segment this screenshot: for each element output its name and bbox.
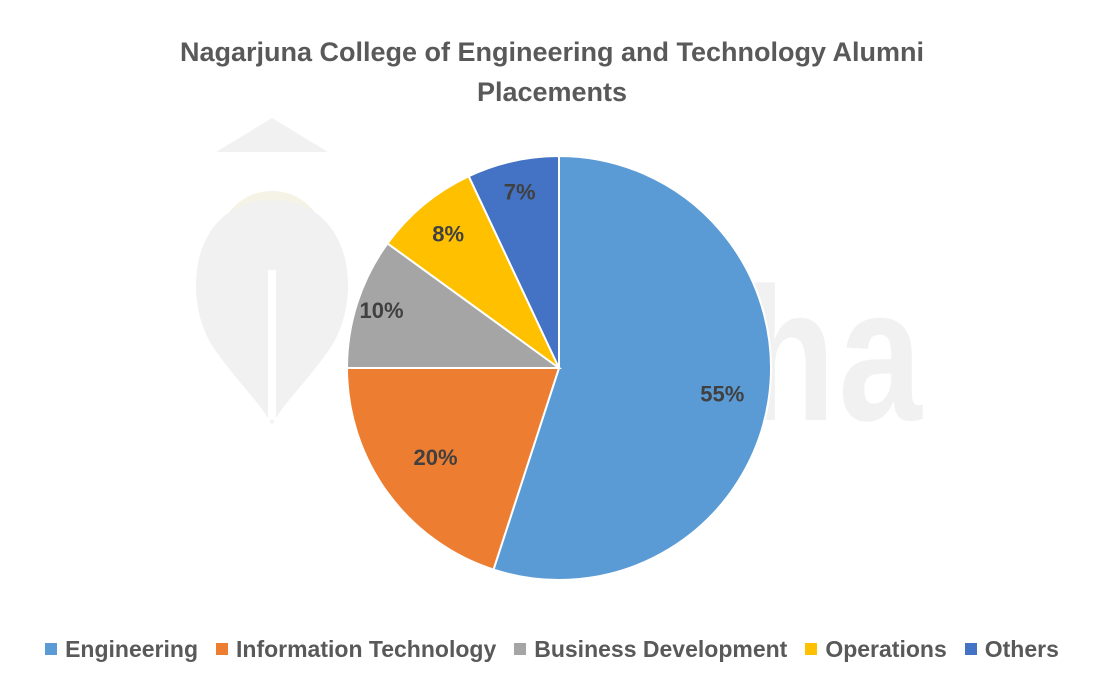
legend-label: Information Technology xyxy=(236,635,497,662)
legend-item-business-development: Business Development xyxy=(514,636,787,663)
legend-label: Operations xyxy=(825,635,947,662)
data-label-engineering: 55% xyxy=(700,381,744,406)
chart-title-line-1: Nagarjuna College of Engineering and Tec… xyxy=(179,37,925,67)
pie-slice-business-development xyxy=(345,241,563,369)
legend-item-engineering: Engineering xyxy=(45,636,198,663)
legend-swatch xyxy=(216,643,228,655)
legend-swatch xyxy=(805,643,818,655)
watermark-logo-icon xyxy=(195,118,349,425)
pie-slice-others xyxy=(467,154,560,369)
data-label-others: 7% xyxy=(504,180,536,205)
data-label-operations: 8% xyxy=(432,222,464,247)
legend-label: Engineering xyxy=(65,635,198,662)
pie-slice-operations xyxy=(386,174,560,369)
chart-title: Nagarjuna College of Engineering and Tec… xyxy=(0,32,1104,112)
data-label-information-technology: 20% xyxy=(413,445,457,470)
pie-slice-information-technology xyxy=(345,367,561,571)
chart-title-line-2: Placements xyxy=(476,77,628,107)
legend-swatch xyxy=(45,643,58,655)
pie-slice-engineering xyxy=(492,154,772,581)
legend-label: Business Development xyxy=(534,635,788,662)
legend-swatch xyxy=(964,643,977,655)
legend-item-information-technology: Information Technology xyxy=(216,636,496,663)
data-label-business-development: 10% xyxy=(360,298,404,323)
legend-label: Others xyxy=(984,635,1059,662)
legend-item-others: Others xyxy=(964,635,1059,663)
legend-swatch xyxy=(514,643,527,655)
legend-item-operations: Operations xyxy=(805,635,947,663)
chart-legend: Engineering Information Technology Busines… xyxy=(0,632,1104,666)
